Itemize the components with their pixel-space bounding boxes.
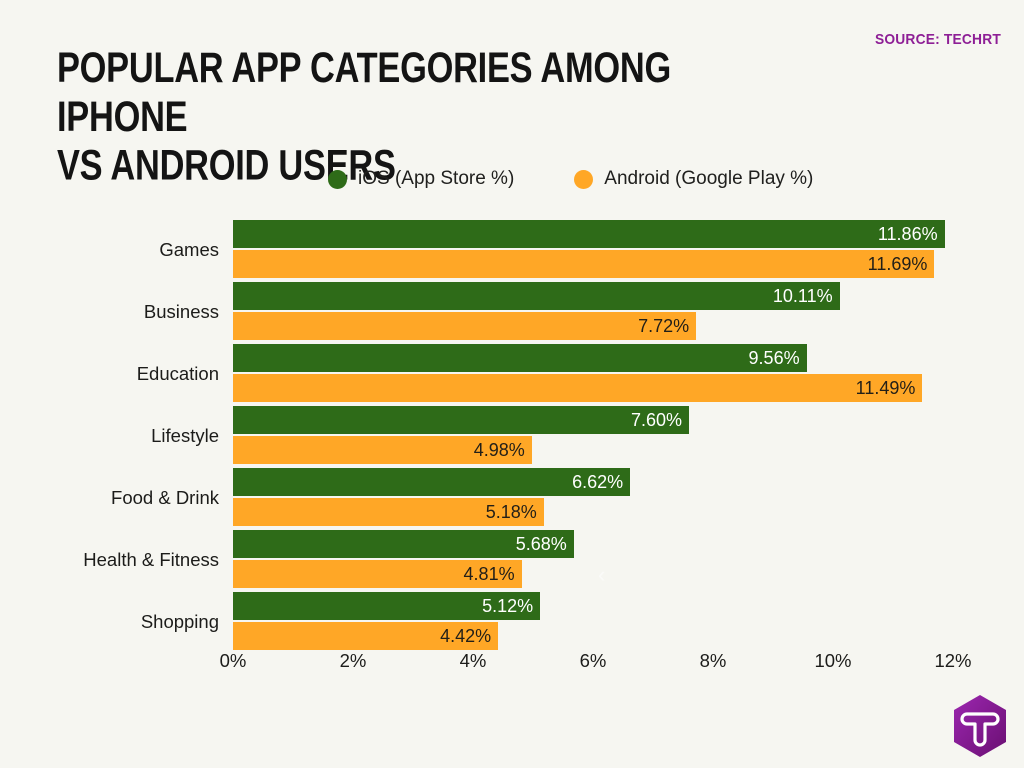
category-label: Food & Drink <box>111 487 219 508</box>
bar-android[interactable]: 4.81% <box>233 560 522 588</box>
bar-value-label: 4.81% <box>463 564 515 584</box>
bar-android[interactable]: 4.42% <box>233 622 499 650</box>
chart-legend: iOS (App Store %) Android (Google Play %… <box>328 168 813 190</box>
bar-value-label: 5.12% <box>482 596 534 616</box>
x-axis-tick-label: 2% <box>339 650 367 671</box>
category-label: Education <box>136 363 219 384</box>
bar-android[interactable]: 11.69% <box>233 250 935 278</box>
bar-value-label: 4.98% <box>473 440 525 460</box>
legend-dot-android-icon <box>574 169 594 189</box>
bar-value-label: 4.42% <box>440 626 492 646</box>
techrt-logo <box>951 694 1009 758</box>
bar-value-label: 11.69% <box>867 254 928 274</box>
legend-label-ios: iOS (App Store %) <box>358 168 515 189</box>
bar-ios[interactable]: 5.68% <box>233 530 574 558</box>
category-label: Business <box>143 301 219 322</box>
bar-android[interactable]: 7.72% <box>233 312 697 340</box>
bar-ios[interactable]: 7.60% <box>233 406 689 434</box>
bar-value-label: 9.56% <box>748 348 800 368</box>
category-label: Shopping <box>140 611 219 632</box>
bar-android[interactable]: 4.98% <box>233 436 532 464</box>
bar-value-label: 11.86% <box>877 224 938 244</box>
category-label: Health & Fitness <box>83 549 219 570</box>
bar-value-label: 7.72% <box>638 316 690 336</box>
bar-value-label: 7.60% <box>630 410 682 430</box>
x-axis-tick-label: 6% <box>579 650 607 671</box>
legend-item-ios[interactable]: iOS (App Store %) <box>328 168 514 190</box>
bar-value-label: 10.11% <box>772 286 833 306</box>
bar-ios[interactable]: 6.62% <box>233 468 631 496</box>
letter-t-glyph <box>960 712 1000 747</box>
hexagon-shape <box>954 695 1006 757</box>
bar-value-label: 5.68% <box>515 534 567 554</box>
bar-value-label: 5.18% <box>485 502 537 522</box>
x-axis-tick-label: 10% <box>814 650 852 671</box>
bar-value-label: 6.62% <box>572 472 624 492</box>
bar-ios[interactable]: 5.12% <box>233 592 541 620</box>
bar-android[interactable]: 5.18% <box>233 498 544 526</box>
bar-ios[interactable]: 9.56% <box>233 344 807 372</box>
legend-dot-ios-icon <box>328 169 347 189</box>
x-axis-tick-label: 4% <box>459 650 487 671</box>
bar-ios[interactable]: 10.11% <box>233 282 840 310</box>
category-label: Games <box>159 239 219 260</box>
bar-value-label: 11.49% <box>855 378 916 398</box>
x-axis-tick-label: 12% <box>934 650 972 671</box>
bar-ios[interactable]: 11.86% <box>233 220 945 248</box>
bar-android[interactable]: 11.49% <box>233 374 923 402</box>
legend-item-android[interactable]: Android (Google Play %) <box>574 168 813 190</box>
x-axis-tick-label: 8% <box>699 650 727 671</box>
x-axis-tick-label: 0% <box>219 650 247 671</box>
source-label: SOURCE: TECHRT <box>874 31 1001 48</box>
category-label: Lifestyle <box>151 425 219 446</box>
legend-label-android: Android (Google Play %) <box>604 168 814 189</box>
